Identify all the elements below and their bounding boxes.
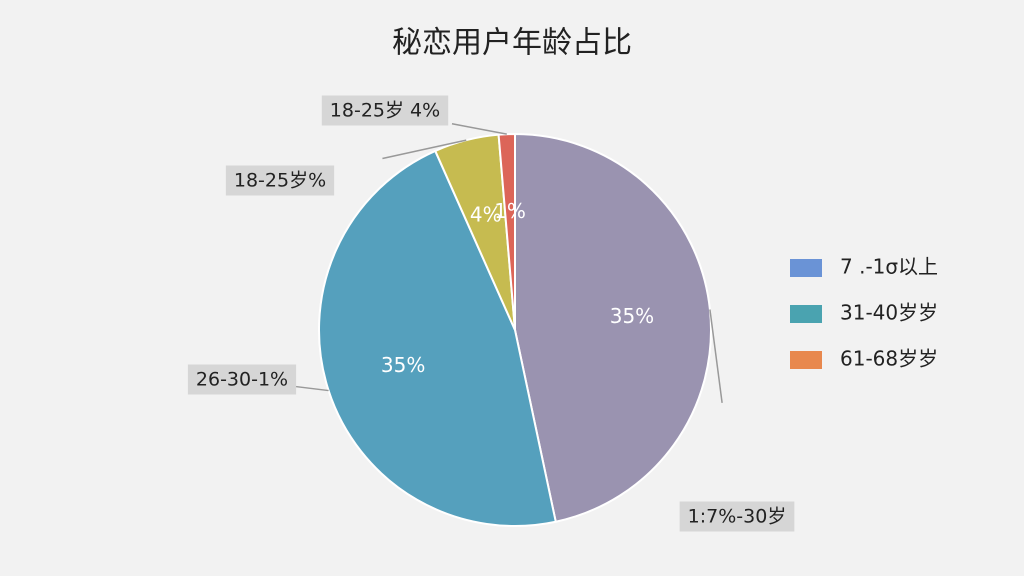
- legend-swatch: [790, 259, 822, 277]
- legend-label: 7 .-1σ以上: [840, 255, 938, 279]
- callout-box: [187, 364, 297, 395]
- callout-box: [225, 165, 335, 196]
- legend-swatch: [790, 351, 822, 369]
- callout-box: [679, 501, 795, 532]
- legend-label: 31-40岁岁: [840, 301, 938, 325]
- callout-box: [321, 95, 449, 126]
- legend-swatch: [790, 305, 822, 323]
- slice-value-label: 35%: [381, 353, 425, 377]
- callout-leader: [451, 123, 507, 135]
- slice-value-label: 1%: [494, 199, 526, 223]
- callout-label: 18-25岁%: [234, 170, 326, 192]
- callout-leader: [709, 309, 723, 403]
- legend-label: 61-68岁岁: [840, 347, 938, 371]
- callout-leader: [289, 385, 329, 392]
- callout-label: 1:7%-30岁: [688, 506, 787, 528]
- chart-title: 秘恋用户年龄占比: [392, 26, 632, 61]
- callout-label: 18-25岁 4%: [330, 100, 440, 122]
- callout-label: 26-30-1%: [196, 369, 288, 391]
- pie-slice: [514, 132, 712, 523]
- slice-value-label: 35%: [610, 304, 654, 328]
- slice-value-label: 4%: [470, 203, 502, 227]
- callout-leader: [382, 139, 467, 160]
